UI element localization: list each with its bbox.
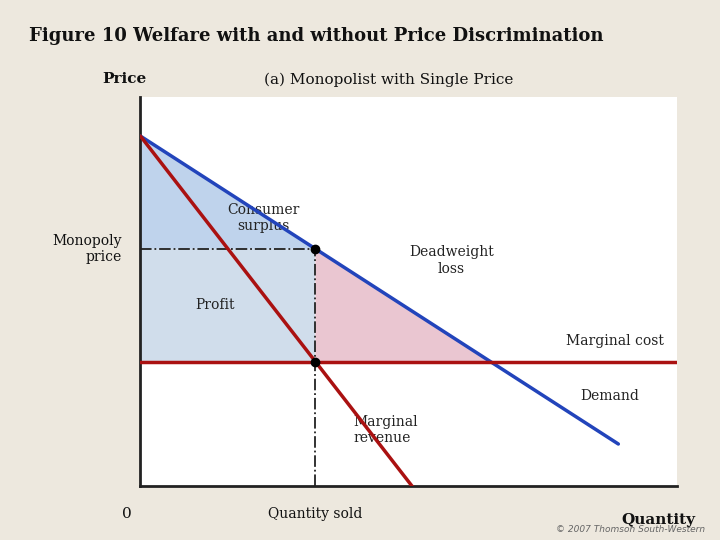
Polygon shape — [315, 249, 490, 362]
Text: Profit: Profit — [196, 298, 235, 312]
Text: Demand: Demand — [580, 389, 639, 403]
Text: Monopoly
price: Monopoly price — [52, 234, 122, 264]
Text: Price: Price — [102, 71, 146, 85]
Text: Deadweight
loss: Deadweight loss — [409, 245, 494, 275]
Text: (a) Monopolist with Single Price: (a) Monopolist with Single Price — [264, 73, 513, 87]
Text: Quantity sold: Quantity sold — [269, 508, 363, 522]
Text: Figure 10 Welfare with and without Price Discrimination: Figure 10 Welfare with and without Price… — [29, 27, 603, 45]
Text: Marginal cost: Marginal cost — [565, 334, 663, 348]
Polygon shape — [140, 249, 315, 362]
Text: Quantity: Quantity — [621, 513, 696, 527]
Text: Marginal
revenue: Marginal revenue — [353, 415, 418, 445]
Text: 0: 0 — [122, 508, 132, 522]
Text: © 2007 Thomson South-Western: © 2007 Thomson South-Western — [557, 524, 706, 534]
Text: Consumer
surplus: Consumer surplus — [228, 202, 300, 233]
Polygon shape — [140, 136, 315, 249]
